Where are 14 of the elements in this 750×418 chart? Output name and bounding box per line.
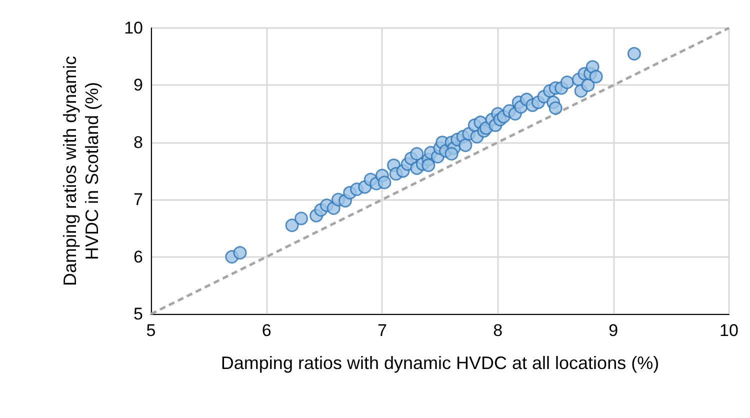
y-tick-label: 10 [124,18,143,38]
y-tick-label: 8 [134,132,143,152]
x-tick-label: 6 [262,321,272,340]
y-tick-label: 6 [134,247,143,266]
x-tick-label: 10 [720,321,738,340]
x-tick-label: 8 [493,321,503,340]
y-axis-title: Damping ratios with dynamic HVDC in Scotland (%) [60,56,102,286]
x-tick-label: 5 [146,321,156,340]
x-tick-label: 9 [608,321,618,340]
y-tick-label: 7 [134,190,143,210]
y-tick-label: 5 [134,304,143,324]
x-axis-title: Damping ratios with dynamic HVDC at all locations (%) [220,353,660,373]
y-tick-label: 9 [134,76,143,95]
x-tick-label: 7 [377,321,387,340]
